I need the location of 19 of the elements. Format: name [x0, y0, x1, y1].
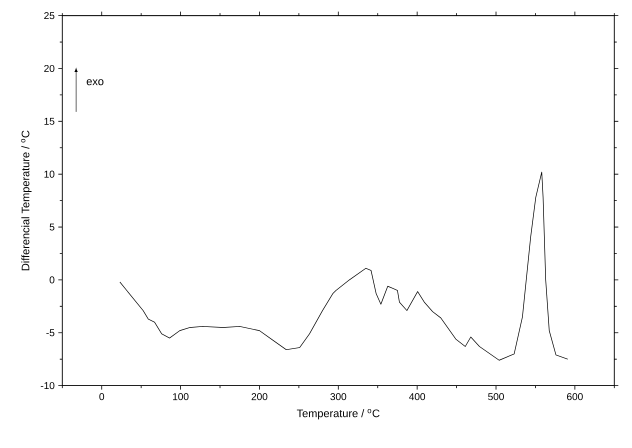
y-tick-label: -10 [40, 382, 54, 390]
x-tick-label: 300 [330, 393, 346, 400]
x-tick-label: 200 [252, 393, 268, 400]
y-tick-label: 15 [44, 118, 54, 125]
line-series [120, 172, 568, 361]
x-tick-label: 100 [173, 393, 189, 400]
x-tick-label: 600 [567, 393, 583, 400]
annotation: exo [86, 79, 104, 86]
y-axis-title: Differencial Temperature / $^{o}$C [21, 130, 32, 270]
y-tick-label: 20 [44, 64, 54, 72]
y-tick-label: 25 [44, 12, 54, 20]
x-tick-label: 500 [488, 393, 504, 400]
y-tick-label: 10 [44, 170, 54, 178]
y-tick-label: -5 [46, 329, 54, 336]
x-tick-label: 400 [409, 393, 426, 400]
y-tick-label: 5 [50, 224, 54, 231]
y-tick-label: 0 [50, 276, 54, 284]
x-axis-title: Temperature / $^{o}$C [296, 409, 380, 420]
x-tick-label: 0 [99, 393, 104, 400]
